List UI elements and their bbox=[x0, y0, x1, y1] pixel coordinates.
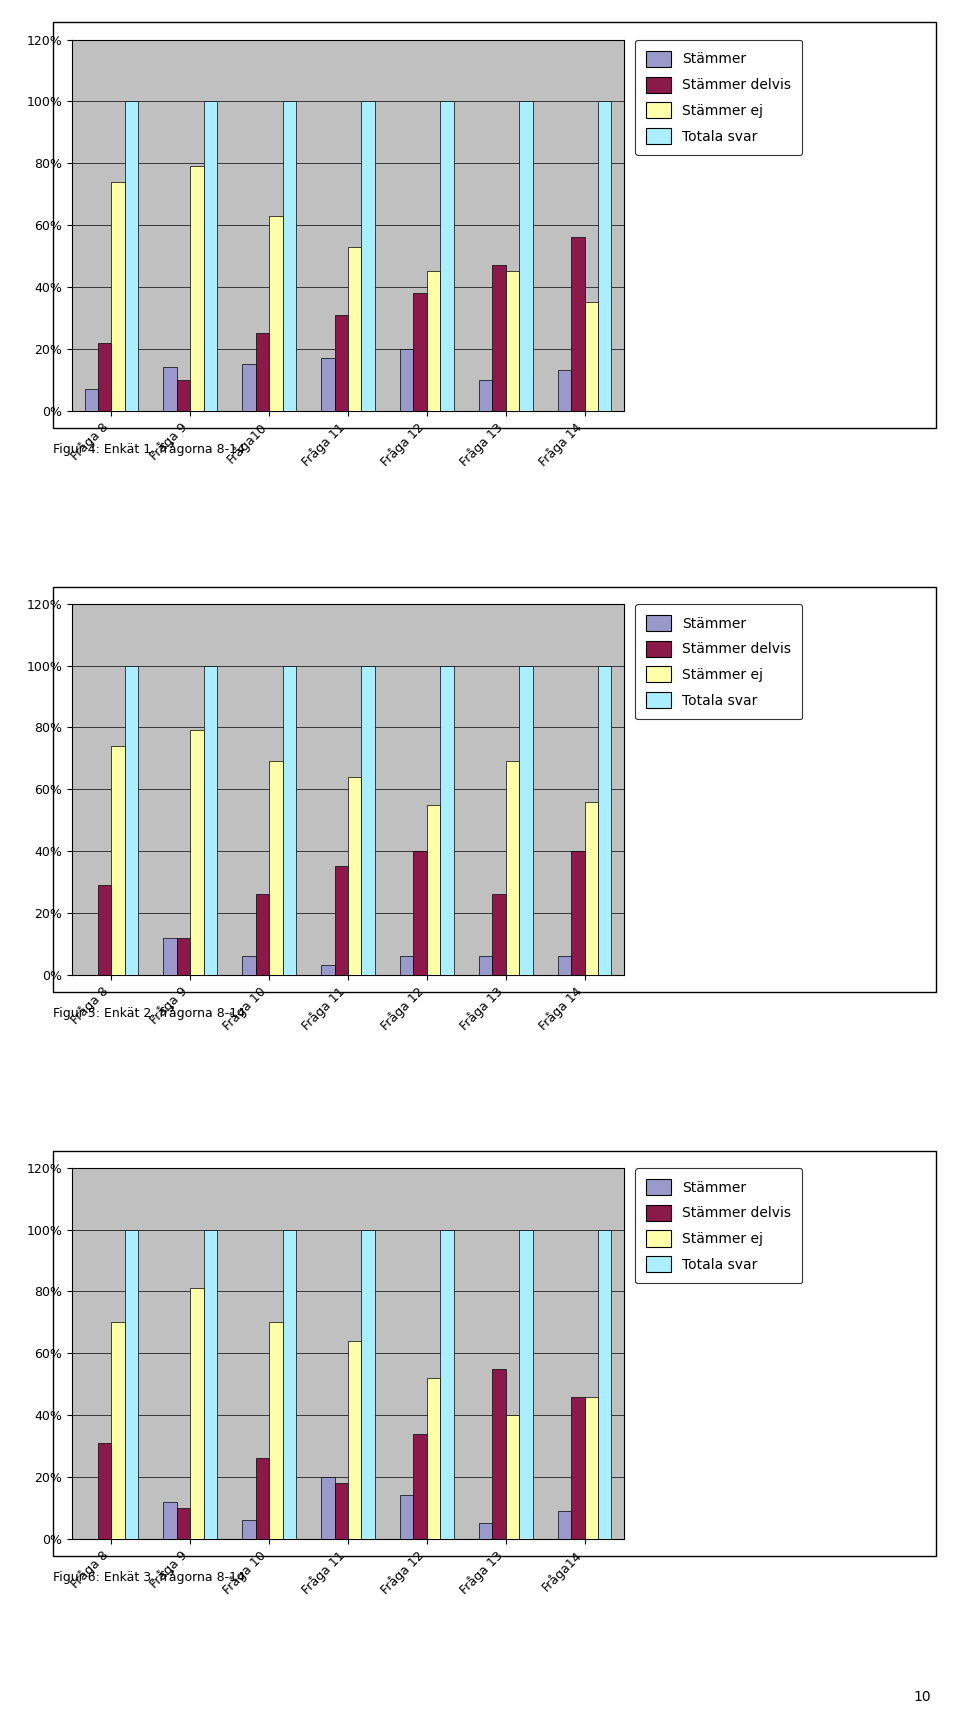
Bar bbox=[427, 271, 441, 411]
Bar bbox=[479, 380, 492, 411]
Bar bbox=[335, 866, 348, 975]
Bar bbox=[492, 894, 506, 975]
Bar bbox=[506, 1414, 519, 1539]
Bar bbox=[571, 1397, 585, 1539]
Legend: Stämmer, Stämmer delvis, Stämmer ej, Totala svar: Stämmer, Stämmer delvis, Stämmer ej, Tot… bbox=[635, 1168, 803, 1283]
Bar bbox=[558, 371, 571, 411]
Bar bbox=[348, 247, 361, 411]
Bar bbox=[322, 1477, 335, 1539]
Bar bbox=[190, 166, 204, 411]
Bar bbox=[282, 102, 296, 411]
Bar bbox=[98, 343, 111, 411]
Bar bbox=[348, 776, 361, 975]
Bar bbox=[255, 1458, 269, 1539]
Bar bbox=[571, 850, 585, 975]
Bar bbox=[598, 102, 612, 411]
Bar bbox=[598, 666, 612, 975]
Legend: Stämmer, Stämmer delvis, Stämmer ej, Totala svar: Stämmer, Stämmer delvis, Stämmer ej, Tot… bbox=[635, 40, 803, 155]
Bar bbox=[204, 102, 217, 411]
Bar bbox=[598, 1230, 612, 1539]
Bar bbox=[177, 1508, 190, 1539]
Bar bbox=[400, 348, 414, 411]
Bar bbox=[204, 1230, 217, 1539]
Bar bbox=[441, 1230, 454, 1539]
Bar bbox=[479, 956, 492, 975]
Bar bbox=[163, 1501, 177, 1539]
Bar bbox=[492, 1368, 506, 1539]
Bar bbox=[519, 102, 533, 411]
Bar bbox=[558, 956, 571, 975]
Bar bbox=[125, 666, 138, 975]
Bar bbox=[492, 266, 506, 411]
Bar bbox=[242, 1520, 255, 1539]
Bar bbox=[98, 885, 111, 975]
Text: 10: 10 bbox=[914, 1690, 931, 1704]
Bar bbox=[335, 1484, 348, 1539]
Text: Figur 6: Enkät 3, frågorna 8-14: Figur 6: Enkät 3, frågorna 8-14 bbox=[53, 1570, 245, 1584]
Bar bbox=[190, 1289, 204, 1539]
Bar bbox=[427, 1378, 441, 1539]
Bar bbox=[427, 804, 441, 975]
Bar bbox=[335, 314, 348, 411]
Bar bbox=[282, 666, 296, 975]
Bar bbox=[558, 1511, 571, 1539]
Bar bbox=[163, 938, 177, 975]
Bar bbox=[441, 102, 454, 411]
Bar bbox=[282, 1230, 296, 1539]
Bar bbox=[125, 1230, 138, 1539]
Bar bbox=[348, 1340, 361, 1539]
Bar bbox=[242, 364, 255, 411]
Bar bbox=[361, 1230, 374, 1539]
Bar bbox=[400, 1496, 414, 1539]
Bar bbox=[479, 1523, 492, 1539]
Bar bbox=[585, 302, 598, 411]
Legend: Stämmer, Stämmer delvis, Stämmer ej, Totala svar: Stämmer, Stämmer delvis, Stämmer ej, Tot… bbox=[635, 604, 803, 719]
Bar bbox=[111, 745, 125, 975]
Bar bbox=[190, 730, 204, 975]
Bar bbox=[177, 938, 190, 975]
Bar bbox=[84, 388, 98, 411]
Bar bbox=[519, 666, 533, 975]
Bar bbox=[441, 666, 454, 975]
Bar bbox=[269, 1323, 282, 1539]
Bar bbox=[98, 1442, 111, 1539]
Bar bbox=[506, 271, 519, 411]
Bar bbox=[361, 102, 374, 411]
Bar bbox=[519, 1230, 533, 1539]
Bar bbox=[269, 216, 282, 411]
Bar bbox=[571, 238, 585, 411]
Bar bbox=[361, 666, 374, 975]
Bar bbox=[506, 761, 519, 975]
Bar bbox=[204, 666, 217, 975]
Bar bbox=[255, 333, 269, 411]
Bar bbox=[111, 181, 125, 411]
Bar bbox=[177, 380, 190, 411]
Bar bbox=[269, 761, 282, 975]
Bar bbox=[163, 367, 177, 411]
Bar bbox=[414, 293, 427, 411]
Text: Figur 4: Enkät 1, frågorna 8-14: Figur 4: Enkät 1, frågorna 8-14 bbox=[53, 442, 245, 455]
Bar bbox=[322, 359, 335, 411]
Text: Figur 5: Enkät 2, frågorna 8-14: Figur 5: Enkät 2, frågorna 8-14 bbox=[53, 1006, 245, 1019]
Bar bbox=[255, 894, 269, 975]
Bar bbox=[400, 956, 414, 975]
Bar bbox=[414, 1433, 427, 1539]
Bar bbox=[322, 966, 335, 975]
Bar bbox=[414, 850, 427, 975]
Bar bbox=[585, 1397, 598, 1539]
Bar bbox=[242, 956, 255, 975]
Bar bbox=[111, 1323, 125, 1539]
Bar bbox=[585, 802, 598, 975]
Bar bbox=[125, 102, 138, 411]
